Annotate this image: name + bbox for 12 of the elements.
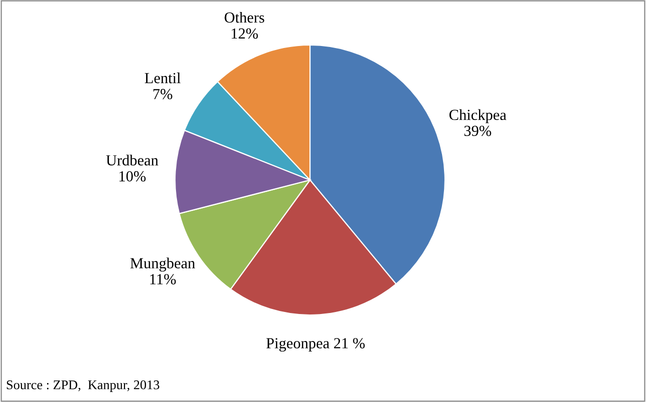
slice-label: Others	[224, 12, 264, 23]
data-label: 12%	[232, 28, 258, 39]
data-label: 10%	[119, 171, 146, 182]
slice-label: Urdbean	[106, 154, 158, 166]
data-label: 11%	[150, 274, 176, 284]
slice-label: Chickpea	[449, 109, 506, 124]
slice-label: Mungbean	[130, 258, 196, 272]
slice-label: Lentil	[144, 72, 181, 84]
data-label: 7%	[153, 88, 172, 100]
slice-label: Pigeonpea 21 %	[266, 338, 365, 352]
data-label: 39%	[464, 126, 492, 136]
source-note: Source : ZPD, Kanpur, 2013	[6, 380, 160, 392]
